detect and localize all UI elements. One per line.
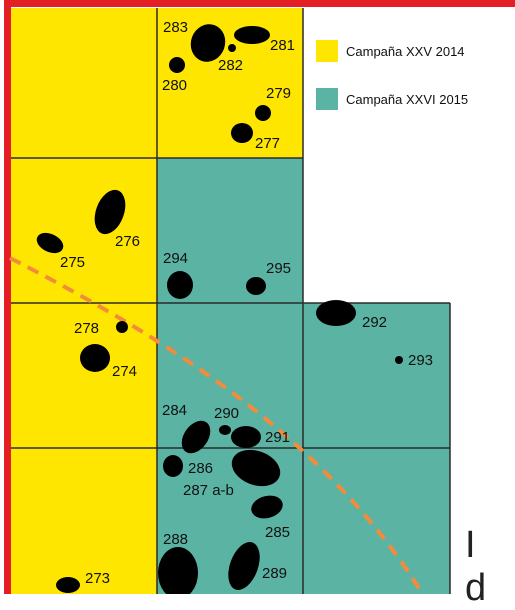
grid-lines bbox=[10, 8, 451, 594]
boundary-left bbox=[4, 0, 11, 594]
feature-275 bbox=[36, 232, 64, 254]
label-293: 293 bbox=[408, 352, 433, 369]
legend: Campaña XXV 2014 Campaña XXVI 2015 bbox=[316, 38, 468, 134]
feature-282 bbox=[228, 44, 236, 52]
feature-279 bbox=[255, 105, 271, 121]
excavation-grid-svg: 283 281 282 280 279 277 276 275 294 295 … bbox=[4, 0, 515, 599]
dashed-boundary-arc bbox=[9, 256, 422, 592]
label-290: 290 bbox=[214, 405, 239, 422]
label-287: 287 a-b bbox=[183, 482, 234, 499]
feature-290 bbox=[219, 425, 231, 435]
label-276: 276 bbox=[115, 233, 140, 250]
label-280: 280 bbox=[162, 77, 187, 94]
legend-label-2014: Campaña XXV 2014 bbox=[346, 43, 465, 59]
label-277: 277 bbox=[255, 135, 280, 152]
feature-292 bbox=[316, 300, 356, 326]
cell-2014-r1c0 bbox=[10, 158, 157, 303]
legend-swatch-2015 bbox=[316, 88, 338, 110]
cell-2015-r2c1 bbox=[157, 303, 303, 448]
legend-swatch-2014 bbox=[316, 40, 338, 62]
label-278: 278 bbox=[74, 320, 99, 337]
label-292: 292 bbox=[362, 314, 387, 331]
site-boundary bbox=[4, 0, 515, 594]
feature-278 bbox=[116, 321, 128, 333]
features bbox=[36, 24, 403, 599]
label-273: 273 bbox=[85, 570, 110, 587]
cell-2014-r0c0 bbox=[10, 8, 157, 158]
feature-287 bbox=[231, 449, 281, 487]
feature-280 bbox=[169, 57, 185, 73]
label-294: 294 bbox=[163, 250, 188, 267]
label-289: 289 bbox=[262, 565, 287, 582]
legend-item-2014: Campaña XXV 2014 bbox=[316, 38, 468, 64]
feature-291 bbox=[231, 426, 261, 448]
legend-item-2015: Campaña XXVI 2015 bbox=[316, 86, 468, 112]
feature-274 bbox=[80, 344, 110, 372]
label-291: 291 bbox=[265, 429, 290, 446]
cell-2014-r3c0 bbox=[10, 448, 157, 594]
feature-277 bbox=[231, 123, 253, 143]
feature-281 bbox=[234, 26, 270, 44]
label-286: 286 bbox=[188, 460, 213, 477]
label-295: 295 bbox=[266, 260, 291, 277]
label-288: 288 bbox=[163, 531, 188, 548]
excavation-map: 283 281 282 280 279 277 276 275 294 295 … bbox=[4, 0, 515, 609]
grid-cells bbox=[10, 8, 450, 594]
label-284: 284 bbox=[162, 402, 187, 419]
feature-289 bbox=[228, 542, 260, 590]
label-283: 283 bbox=[163, 19, 188, 36]
feature-284 bbox=[181, 420, 211, 454]
boundary-top bbox=[6, 0, 515, 7]
feature-273 bbox=[56, 577, 80, 593]
label-285: 285 bbox=[265, 524, 290, 541]
label-282: 282 bbox=[218, 57, 243, 74]
feature-285 bbox=[251, 495, 283, 519]
label-274: 274 bbox=[112, 363, 137, 380]
grid-reference-label: I d bbox=[465, 524, 491, 609]
feature-283 bbox=[190, 24, 226, 62]
cell-2015-r2c2 bbox=[303, 303, 450, 448]
feature-labels: 283 281 282 280 279 277 276 275 294 295 … bbox=[60, 19, 433, 587]
cell-2014-r0c1 bbox=[157, 8, 303, 158]
feature-276 bbox=[94, 189, 126, 235]
feature-293 bbox=[395, 356, 403, 364]
feature-288 bbox=[158, 547, 198, 599]
label-275: 275 bbox=[60, 254, 85, 271]
label-279: 279 bbox=[266, 85, 291, 102]
feature-294 bbox=[167, 271, 193, 299]
label-281: 281 bbox=[270, 37, 295, 54]
feature-286 bbox=[163, 455, 183, 477]
legend-label-2015: Campaña XXVI 2015 bbox=[346, 91, 469, 107]
feature-295 bbox=[246, 277, 266, 295]
